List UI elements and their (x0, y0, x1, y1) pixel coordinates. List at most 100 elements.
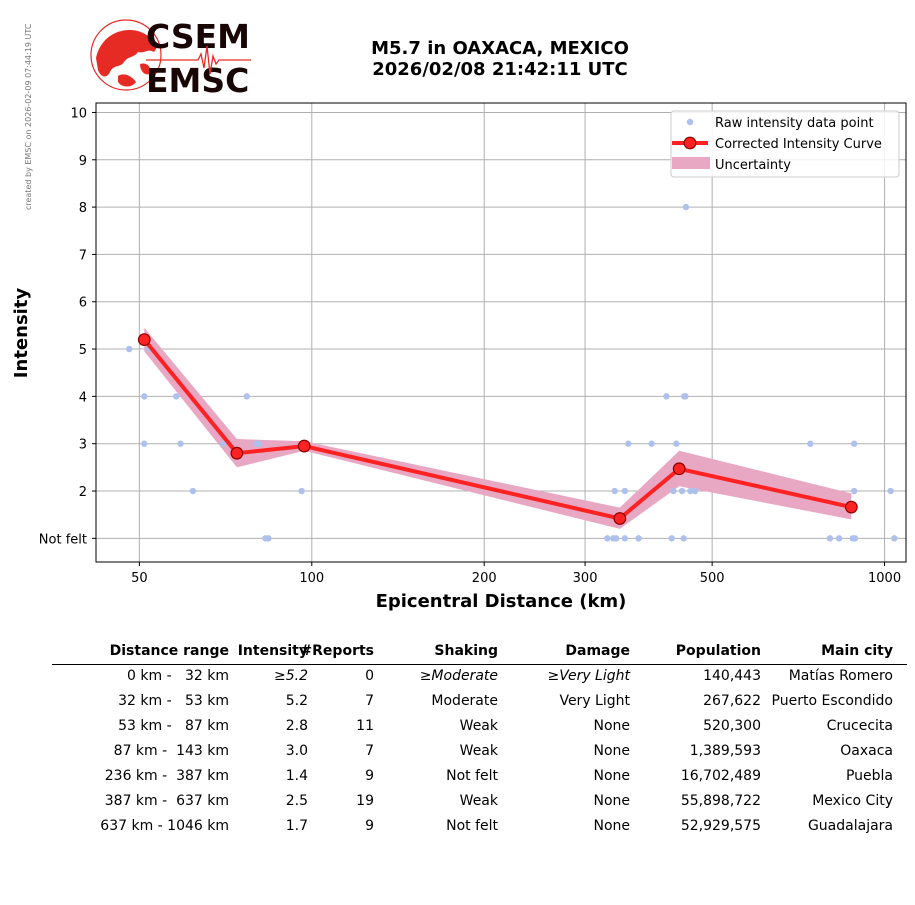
raw-data-point (835, 535, 843, 542)
table-cell-population: 16,702,489 (680, 768, 761, 784)
table-cell-population: 55,898,722 (680, 793, 761, 809)
raw-data-point (682, 393, 689, 400)
table-cell-intensity: 2.8 (285, 718, 308, 734)
uncertainty-band (144, 327, 852, 529)
table-cell-reports: 0 (365, 668, 374, 684)
raw-data-point (678, 487, 686, 495)
raw-data-point (687, 487, 694, 495)
corrected-curve-line (142, 338, 852, 521)
table-row: 0 km - 32 km ≥5.2 0 ≥Moderate ≥Very Light 140… (52, 665, 907, 690)
table-cell-intensity: ≥5.2 (274, 668, 308, 684)
raw-data-point (621, 487, 629, 495)
table-cell-shaking: Not felt (446, 768, 498, 784)
logo-seismogram-icon (146, 45, 251, 75)
table-cell-reports: 19 (356, 793, 374, 809)
raw-points-layer (126, 203, 898, 542)
raw-data-point (682, 203, 690, 211)
emsc-logo: CSEM EMSC (88, 17, 258, 100)
table-cell-intensity: 3.0 (285, 743, 308, 759)
credit-stamp: created by EMSC on 2026-02-09 07:44:19 U… (24, 10, 34, 210)
raw-data-point (611, 487, 618, 495)
legend-label: Corrected Intensity Curve (715, 137, 882, 152)
table-cell-intensity: 1.4 (285, 768, 308, 784)
table-cell-range: 387 km - 637 km (104, 793, 229, 809)
chart-title: M5.7 in OAXACA, MEXICO 2026/02/08 21:42:… (300, 38, 700, 80)
y-tick-label: 2 (79, 485, 87, 500)
table-cell-damage: None (593, 793, 630, 809)
raw-data-point (141, 393, 148, 400)
raw-data-point (680, 535, 687, 542)
curve-marker (613, 512, 627, 525)
raw-data-point (265, 535, 272, 542)
title-line-1: M5.7 in OAXACA, MEXICO (371, 38, 629, 59)
y-tick-label: 3 (79, 438, 87, 453)
raw-data-point (635, 535, 642, 542)
curve-marker (137, 333, 151, 346)
title-line-2: 2026/02/08 21:42:11 UTC (372, 59, 628, 80)
table-cell-shaking: Weak (459, 718, 498, 734)
table-cell-population: 520,300 (703, 718, 761, 734)
table-cell-city: Crucecita (826, 718, 893, 734)
x-tick-label: 200 (472, 571, 497, 586)
logo-text-emsc: EMSC (146, 61, 249, 98)
curve-marker (844, 500, 858, 514)
x-tick-label: 50 (131, 571, 148, 586)
table-cell-shaking: Weak (459, 793, 498, 809)
table-header-cell: Intensity (237, 643, 308, 659)
raw-data-point (851, 535, 859, 542)
logo-europe-map-icon (96, 30, 158, 87)
table-header-cell: Distance range (109, 643, 229, 659)
table-cell-intensity: 5.2 (285, 693, 308, 709)
credit-text: created by EMSC on 2026-02-09 07:44:19 U… (24, 23, 33, 210)
y-axis-label: Intensity (11, 288, 32, 379)
table-cell-shaking: Weak (459, 743, 498, 759)
table-cell-shaking: Not felt (446, 818, 498, 834)
legend-raw-swatch (686, 118, 694, 126)
raw-data-point (648, 440, 655, 447)
raw-data-point (891, 535, 898, 542)
table-header-cell: #Reports (300, 643, 374, 659)
table-header-cell: Main city (821, 643, 893, 659)
raw-data-point (604, 535, 611, 542)
table-cell-range: 236 km - 387 km (104, 768, 229, 784)
table-header-cell: Population (675, 643, 761, 659)
table-cell-range: 53 km - 87 km (118, 718, 229, 734)
y-tick-label: 10 (70, 106, 87, 121)
raw-data-point (887, 487, 894, 495)
table-row: 87 km - 143 km 3.0 7 Weak None 1,389,593 Oaxac… (52, 740, 907, 765)
table-cell-reports: 11 (356, 718, 374, 734)
logo-text-csem: CSEM (146, 18, 250, 56)
raw-data-point (141, 440, 148, 447)
raw-data-point (621, 535, 629, 542)
table-cell-range: 32 km - 53 km (118, 693, 229, 709)
table-body: 0 km - 32 km ≥5.2 0 ≥Moderate ≥Very Light 140… (52, 665, 907, 840)
y-tick-label: 6 (79, 296, 87, 311)
table-cell-damage: None (593, 818, 630, 834)
table-cell-city: Guadalajara (807, 818, 893, 834)
raw-data-point (691, 487, 699, 495)
table-cell-population: 1,389,593 (689, 743, 761, 759)
raw-data-point (243, 393, 250, 400)
x-tick-label: 100 (299, 571, 324, 586)
raw-data-point (126, 345, 133, 353)
intensity-chart: 50 100 200 300 500 1000 Not felt 2 3 4 5 6 7 8 9 10 Epi… (11, 102, 907, 612)
y-tick-label: 7 (79, 248, 87, 263)
raw-data-point (850, 440, 858, 447)
table-cell-population: 52,929,575 (680, 818, 761, 834)
raw-data-point (663, 393, 670, 400)
x-tick-label: 1000 (868, 571, 901, 586)
curve-marker (672, 462, 686, 476)
table-cell-intensity: 1.7 (285, 818, 308, 834)
logo-globe-icon (90, 19, 162, 91)
raw-data-point (189, 487, 197, 495)
x-tick-label: 300 (573, 571, 598, 586)
table-cell-damage: None (593, 718, 630, 734)
curve-layer (137, 333, 858, 525)
y-tick-label: 8 (79, 201, 87, 216)
legend-band-swatch (672, 157, 710, 169)
table-cell-range: 0 km - 32 km (127, 668, 229, 684)
raw-data-point (298, 487, 305, 495)
y-tick-label: 9 (79, 154, 87, 169)
y-tick-label: Not felt (39, 532, 87, 547)
raw-data-point (807, 440, 814, 447)
